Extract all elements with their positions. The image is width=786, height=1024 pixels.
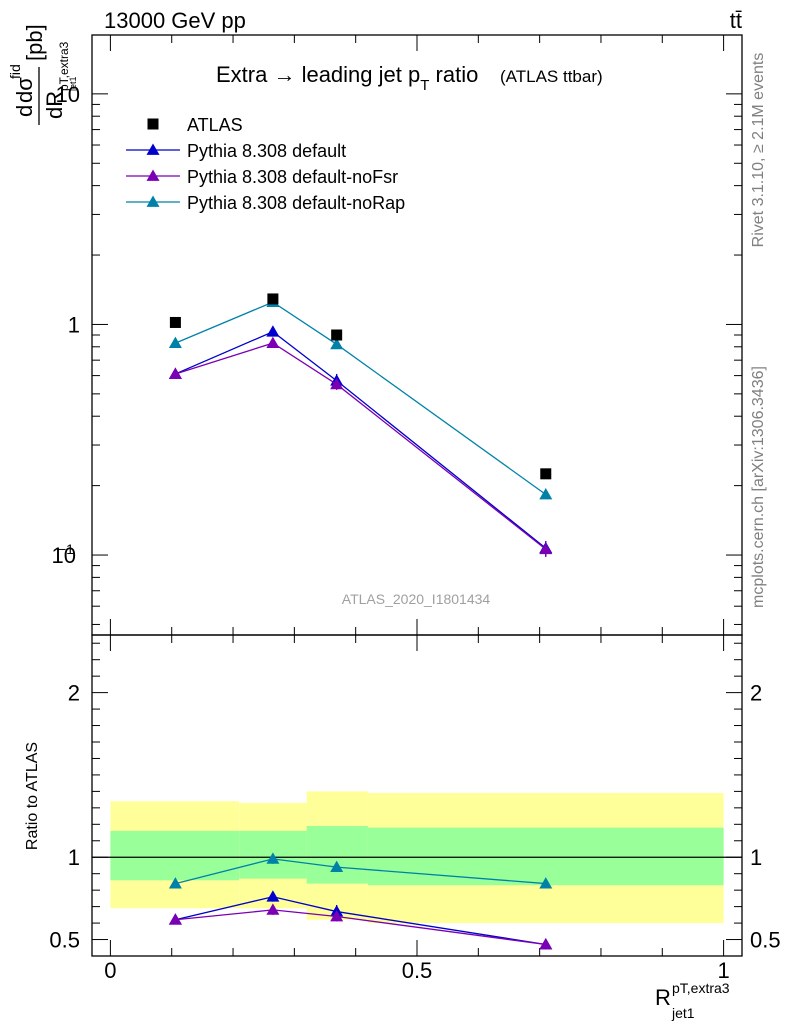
series-1 <box>168 325 553 557</box>
ratio-series-line <box>175 896 546 946</box>
series-line <box>175 342 547 550</box>
ratio-y-tick-label-right: 2 <box>750 681 762 706</box>
y-axis-label-denominator: dR <box>42 91 67 119</box>
ratio-series-2 <box>168 903 553 950</box>
legend-label: Pythia 8.308 default-noRap <box>187 193 405 213</box>
ratio-series-point <box>330 909 344 922</box>
series-line <box>175 301 547 496</box>
ratio-ticks: 0 0.5 1 0.5 0.5 1 1 2 2 <box>49 635 781 983</box>
y-axis-label-sup: fid <box>7 64 23 79</box>
ratio-series-point <box>168 877 182 889</box>
ratio-series <box>168 852 553 950</box>
series-point <box>330 337 344 350</box>
ratio-frame <box>91 634 743 957</box>
legend-label: Pythia 8.308 default-noFsr <box>187 167 398 187</box>
y-axis-label-den-sub: pT,extra3 <box>57 41 71 91</box>
ratio-y-tick-label-right: 1 <box>750 845 762 870</box>
y-tick-label-exponent: −1 <box>58 541 74 557</box>
x-axis-label: R pT,extra3 jet1 <box>655 980 730 1021</box>
ratio-series-line <box>175 858 546 885</box>
legend-marker <box>146 169 160 181</box>
y-axis-label-den-subsub: jet1 <box>68 76 78 92</box>
series-point <box>266 325 280 337</box>
atlas-data-points <box>169 293 552 480</box>
chart-title-sub: T <box>420 77 429 94</box>
series-2 <box>168 336 553 558</box>
ratio-series-point <box>266 852 280 864</box>
ratio-band-inner <box>306 825 368 884</box>
series-point <box>168 367 182 379</box>
atlas-data-point <box>169 316 181 328</box>
mcplots-label: mcplots.cern.ch [arXiv:1306.3436] <box>750 366 767 608</box>
series-line <box>175 330 547 549</box>
analysis-watermark: ATLAS_2020_I1801434 <box>342 591 491 607</box>
ratio-y-axis-label: Ratio to ATLAS <box>24 742 41 850</box>
ratio-y-tick-label: 0.5 <box>49 928 80 953</box>
ratio-series-point <box>539 937 553 950</box>
x-axis-label-sup: pT,extra3 <box>672 980 730 996</box>
legend: ATLAS Pythia 8.308 default Pythia 8.308 de… <box>126 115 405 213</box>
atlas-data-point <box>540 468 552 480</box>
x-tick-label: 0 <box>104 958 116 983</box>
ratio-y-tick-label: 1 <box>68 845 80 870</box>
legend-label: ATLAS <box>187 115 243 135</box>
series-point <box>168 336 182 348</box>
y-tick-label: 10 <box>52 543 76 568</box>
ratio-series-point <box>330 860 344 872</box>
main-series <box>168 295 553 558</box>
x-tick-label: 0.5 <box>402 958 433 983</box>
y-axis-label-main: dσ <box>12 77 37 103</box>
series-point <box>539 488 553 500</box>
series-point <box>266 336 280 348</box>
atlas-data-point <box>331 329 343 341</box>
ratio-band-inner <box>367 827 724 886</box>
y-tick-label: 10 <box>56 82 80 107</box>
y-axis-label-numerator-d: d <box>12 105 37 117</box>
ratio-series-point <box>266 890 280 902</box>
atlas-data-point <box>267 293 279 305</box>
chart-title-suffix: ratio <box>429 62 478 87</box>
series-point <box>539 542 553 555</box>
x-tick-label: 1 <box>717 958 729 983</box>
legend-marker <box>146 143 160 155</box>
legend-label: Pythia 8.308 default <box>187 141 346 161</box>
y-axis-label-units: [pb] <box>22 24 47 61</box>
ratio-y-tick-label: 2 <box>68 681 80 706</box>
ratio-series-point <box>266 903 280 915</box>
y-tick-label: 1 <box>68 312 80 337</box>
ratio-series-3 <box>168 852 553 889</box>
y-axis-label: d dσ fid dR pT,extra3 jet1 [pb] <box>7 24 78 125</box>
ratio-series-line <box>175 909 546 946</box>
energy-label: 13000 GeV pp <box>104 8 246 33</box>
ratio-band-inner <box>110 830 240 881</box>
series-3 <box>168 295 553 500</box>
ratio-series-point <box>539 877 553 889</box>
ratio-panel: 0 0.5 1 0.5 0.5 1 1 2 2 <box>49 634 781 983</box>
legend-marker <box>146 195 160 207</box>
chart-title: Extra → leading jet pT ratio <box>216 62 478 94</box>
series-point <box>330 377 344 390</box>
chart-title-note: (ATLAS ttbar) <box>500 67 603 86</box>
chart-title-main: Extra → leading jet p <box>216 62 420 87</box>
x-axis-label-sub: jet1 <box>671 1005 695 1021</box>
legend-marker-atlas <box>147 118 159 130</box>
process-label: tt̄ <box>730 8 742 33</box>
rivet-label: Rivet 3.1.10, ≥ 2.1M events <box>750 53 767 248</box>
ratio-uncertainty-bands <box>110 791 724 924</box>
ratio-y-tick-label-right: 0.5 <box>750 928 781 953</box>
x-axis-label-main: R <box>655 985 671 1010</box>
ratio-series-point <box>168 913 182 925</box>
